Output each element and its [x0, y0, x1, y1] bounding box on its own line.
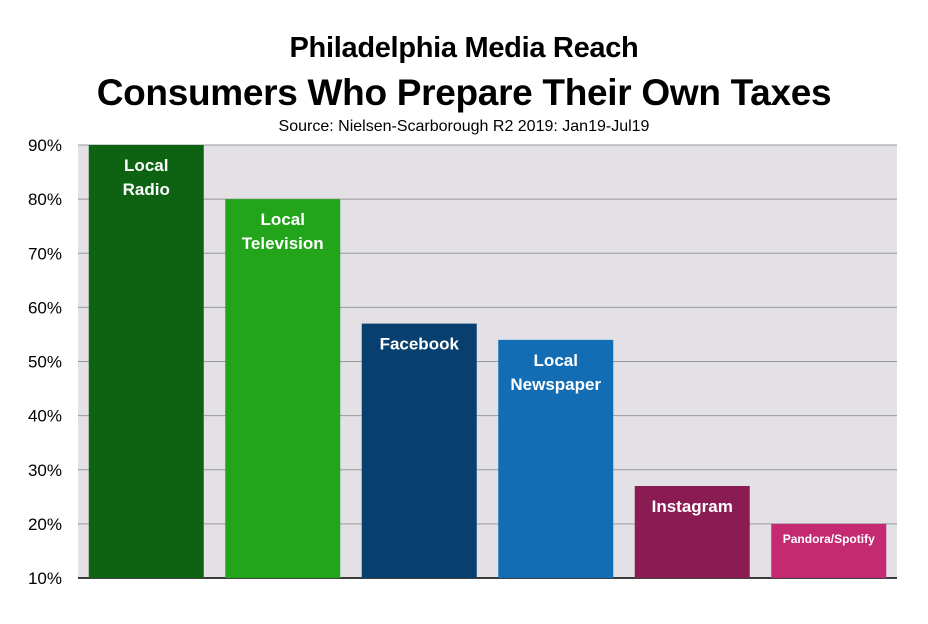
- bar-label: Pandora/Spotify: [783, 532, 875, 546]
- chart-title: Philadelphia Media Reach: [289, 32, 639, 64]
- bar-label: Local: [261, 210, 305, 229]
- bar-label: Facebook: [380, 335, 460, 354]
- y-tick-label: 30%: [28, 461, 62, 480]
- bar-label: Television: [242, 234, 324, 253]
- bar: [361, 323, 477, 578]
- bar-label: Newspaper: [510, 375, 601, 394]
- bar: [225, 199, 341, 578]
- bar: [634, 485, 750, 578]
- bar: [88, 145, 204, 578]
- bar-label: Instagram: [652, 497, 733, 516]
- y-tick-label: 40%: [28, 407, 62, 426]
- bar-label: Local: [124, 156, 168, 175]
- bar: [771, 523, 887, 578]
- bar-label: Local: [534, 351, 578, 370]
- y-tick-label: 10%: [28, 569, 62, 588]
- y-tick-label: 20%: [28, 515, 62, 534]
- y-tick-label: 50%: [28, 353, 62, 372]
- y-tick-label: 60%: [28, 298, 62, 317]
- y-tick-label: 70%: [28, 244, 62, 263]
- y-tick-label: 80%: [28, 190, 62, 209]
- bar-label: Radio: [123, 180, 170, 199]
- chart-subtitle: Consumers Who Prepare Their Own Taxes: [96, 72, 832, 113]
- bar: [498, 339, 614, 578]
- chart-source: Source: Nielsen-Scarborough R2 2019: Jan…: [278, 118, 650, 135]
- y-tick-label: 90%: [28, 136, 62, 155]
